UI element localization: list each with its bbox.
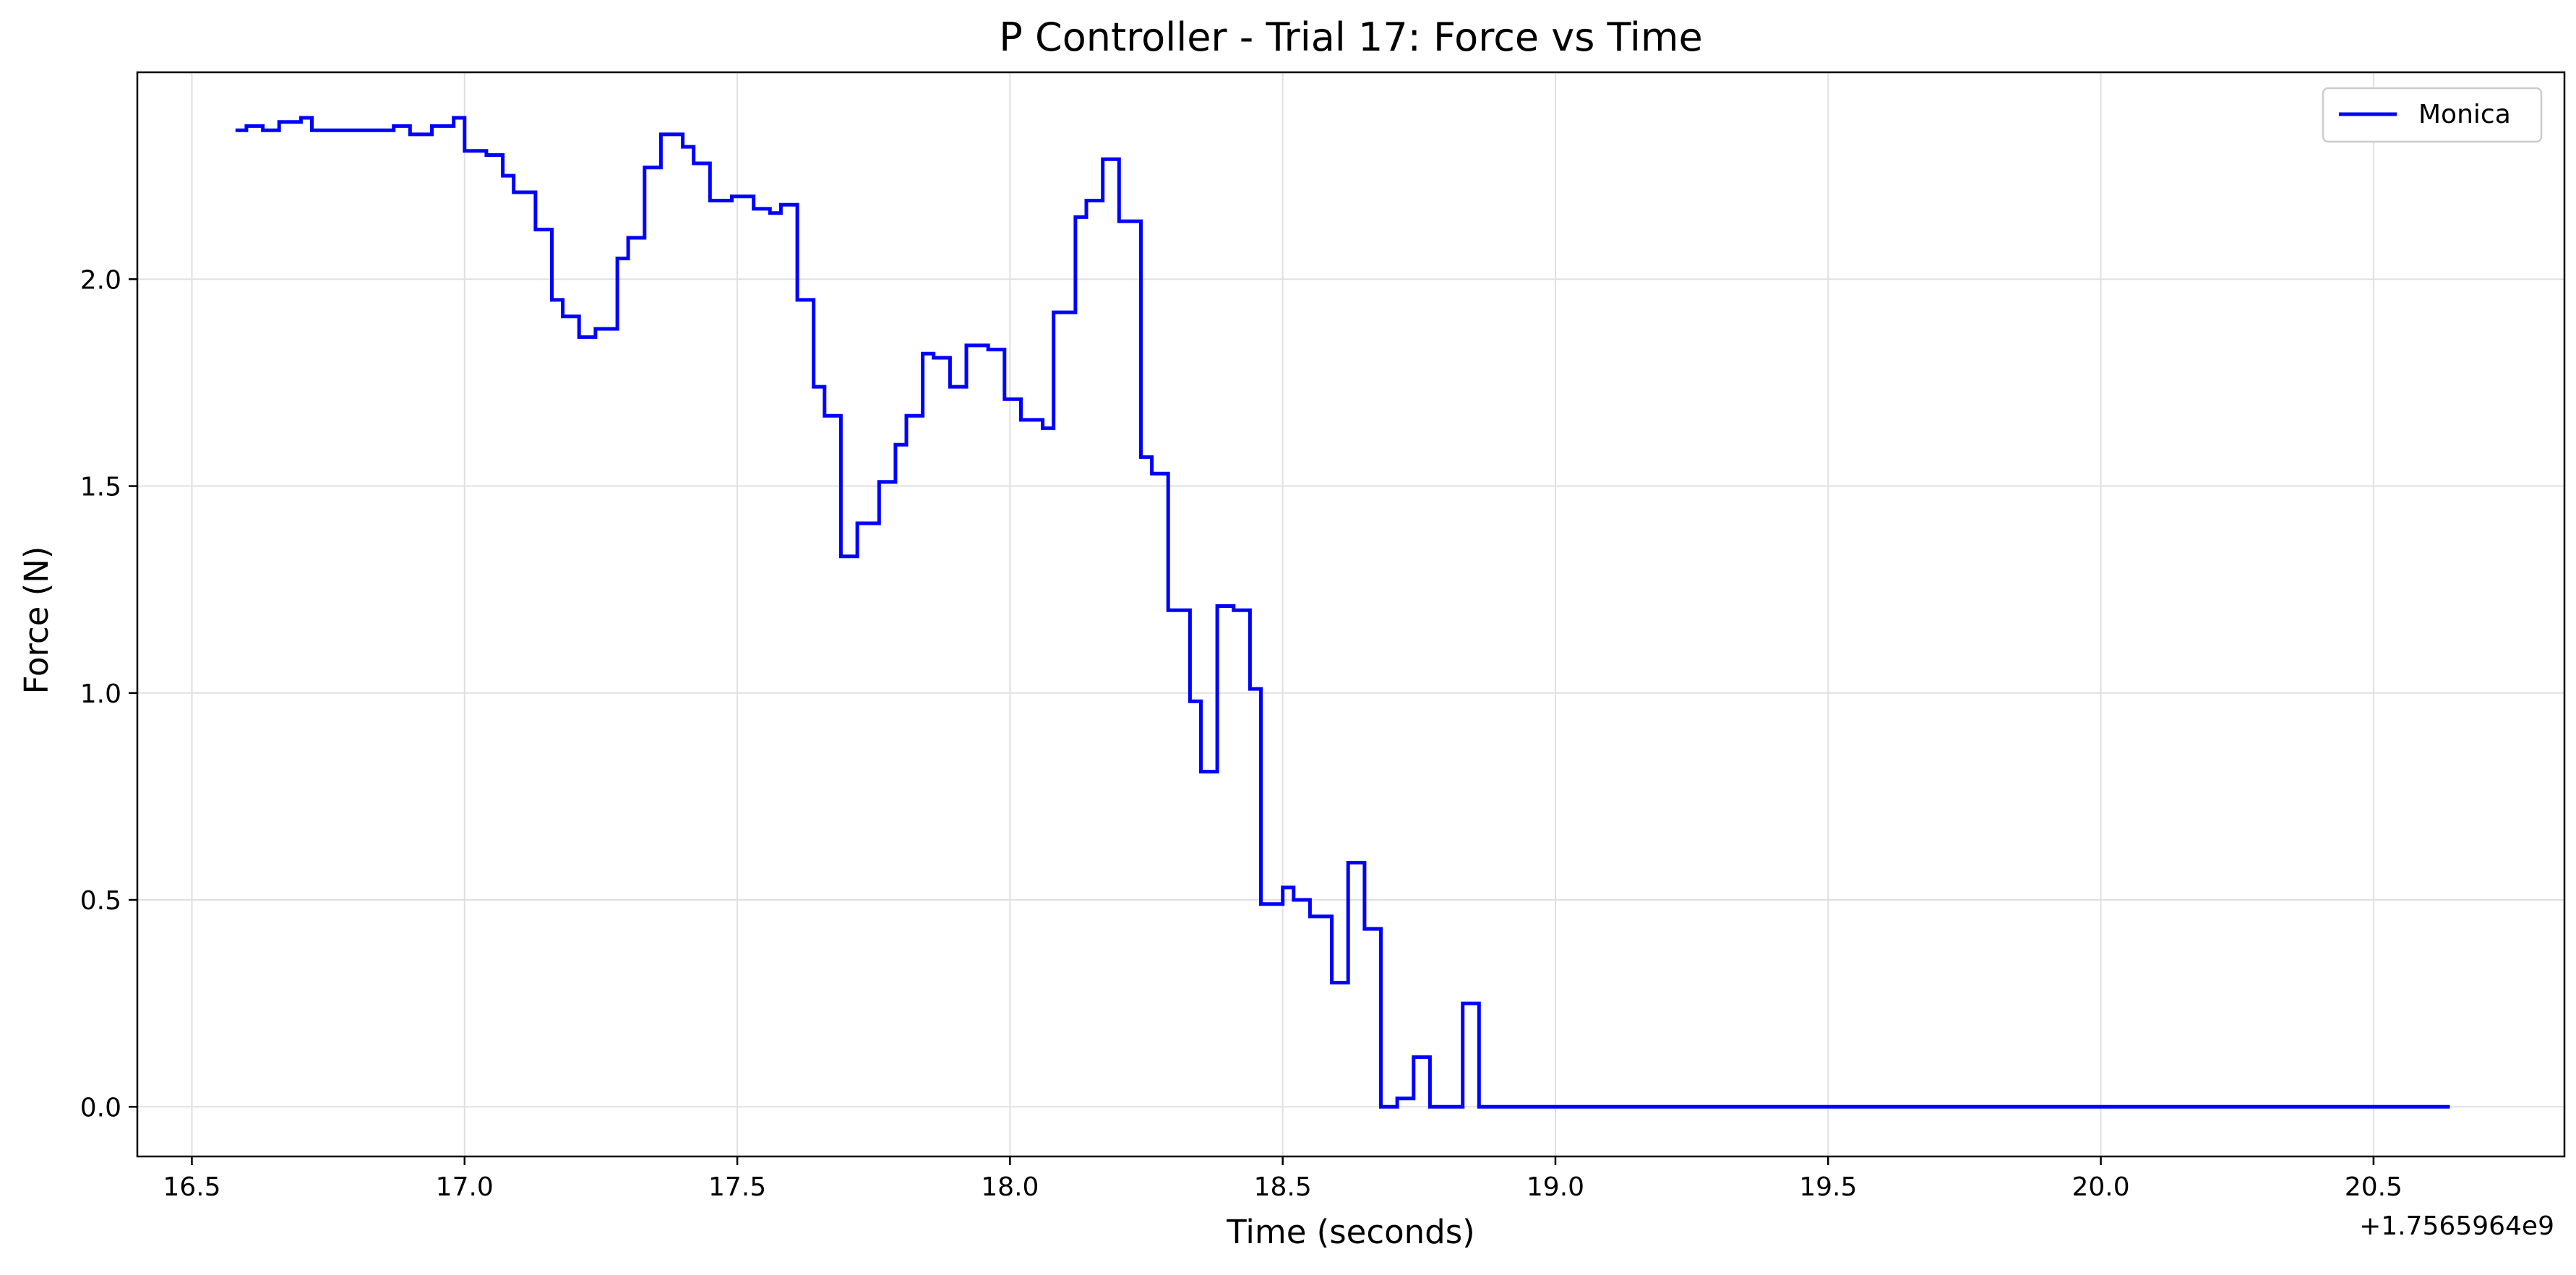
y-tick-label: 0.0 — [80, 1093, 121, 1122]
series-layer — [235, 116, 2450, 1109]
y-tick-label: 1.5 — [80, 473, 121, 502]
x-tick-label: 17.5 — [708, 1172, 766, 1202]
x-tick-label: 19.5 — [1799, 1172, 1857, 1202]
x-tick-label: 20.5 — [2345, 1172, 2403, 1202]
x-tick-label: 18.5 — [1254, 1172, 1312, 1202]
legend-label: Monica — [2418, 100, 2511, 129]
chart-title: P Controller - Trial 17: Force vs Time — [999, 14, 1702, 60]
x-offset-label: +1.7565964e9 — [2359, 1211, 2554, 1241]
legend-box — [2322, 87, 2543, 143]
y-tick-label: 1.0 — [80, 679, 121, 709]
y-tick-label: 0.5 — [80, 886, 121, 916]
plot-frame — [136, 71, 2566, 1158]
x-tick-label: 17.0 — [436, 1172, 494, 1202]
x-tick-label: 19.0 — [1527, 1172, 1584, 1202]
x-tick-label: 16.5 — [163, 1172, 220, 1202]
x-tick-label: 20.0 — [2072, 1172, 2130, 1202]
y-tick-label: 2.0 — [80, 265, 121, 295]
x-tick-label: 18.0 — [981, 1172, 1039, 1202]
tick-layer: 16.5 17.0 17.5 18.0 18.5 19.0 19.5 20.0 20.5 0.0 0… — [80, 265, 2403, 1202]
y-axis-label: Force (N) — [17, 546, 56, 695]
series-line-monica — [235, 116, 2450, 1109]
legend: Monica — [2322, 87, 2543, 143]
x-axis-label: Time (seconds) — [1226, 1213, 1474, 1251]
